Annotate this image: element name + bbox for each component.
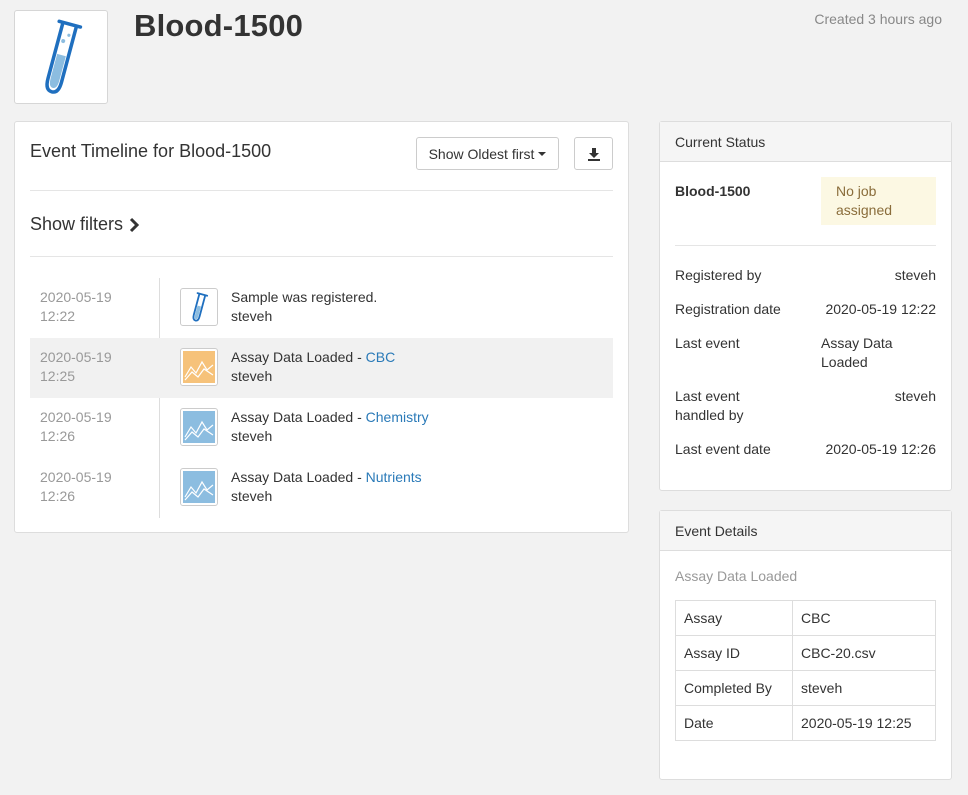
- timeline-event-row[interactable]: 2020-05-19 12:26 Assay Data Loaded - Che…: [30, 398, 613, 458]
- table-row: Completed By steveh: [675, 670, 936, 706]
- event-description: Assay Data Loaded - CBC steveh: [231, 349, 396, 384]
- detail-value: CBC: [792, 600, 936, 636]
- event-datetime: 2020-05-19 12:22: [40, 289, 112, 324]
- job-status-badge: No job assigned: [821, 177, 936, 225]
- page-title: Blood-1500: [134, 8, 304, 43]
- divider: [675, 245, 936, 246]
- registration-date-label: Registration date: [675, 301, 781, 317]
- sample-logo: [14, 10, 108, 104]
- sort-order-label: Show Oldest first: [428, 145, 535, 162]
- status-sample-name: Blood-1500: [675, 183, 751, 199]
- chart-blue-icon: [180, 468, 218, 506]
- event-description: Sample was registered. steveh: [231, 289, 378, 324]
- chart-blue-icon: [180, 408, 218, 446]
- event-details-panel: Event Details Assay Data Loaded Assay CB…: [659, 510, 952, 780]
- assay-link-cbc[interactable]: CBC: [365, 349, 396, 365]
- created-timestamp: Created 3 hours ago: [814, 11, 942, 27]
- assay-link-nutrients[interactable]: Nutrients: [365, 469, 422, 485]
- show-filters-label: Show filters: [30, 214, 124, 234]
- divider: [30, 256, 613, 257]
- event-user: steveh: [231, 368, 273, 384]
- event-timeline-panel: Event Timeline for Blood-1500 Show Oldes…: [14, 121, 629, 533]
- event-details-table: Assay CBC Assay ID CBC-20.csv Completed …: [675, 600, 936, 741]
- panel-header: Event Details: [660, 511, 951, 551]
- event-user: steveh: [231, 308, 273, 324]
- last-event-link[interactable]: Assay Data Loaded: [821, 335, 893, 370]
- timeline-event-row[interactable]: 2020-05-19 12:26 Assay Data Loaded - Nut…: [30, 458, 613, 518]
- detail-value: CBC-20.csv: [792, 635, 936, 671]
- detail-value: steveh: [792, 670, 936, 706]
- last-event-label: Last event: [675, 335, 740, 351]
- table-row: Date 2020-05-19 12:25: [675, 705, 936, 741]
- event-description: Assay Data Loaded - Nutrients steveh: [231, 469, 422, 504]
- table-row: Assay CBC: [675, 600, 936, 636]
- chevron-right-icon: [129, 217, 140, 232]
- chart-orange-icon: [180, 348, 218, 386]
- timeline-event-row[interactable]: 2020-05-19 12:22 Sample was registered. …: [30, 278, 613, 338]
- detail-label: Assay ID: [675, 635, 793, 671]
- test-tube-icon: [45, 19, 83, 94]
- timeline-heading: Event Timeline for Blood-1500: [30, 141, 272, 161]
- download-button[interactable]: [574, 137, 613, 170]
- sort-order-dropdown[interactable]: Show Oldest first: [416, 137, 559, 170]
- event-details-title: Assay Data Loaded: [675, 568, 798, 584]
- divider: [30, 190, 613, 191]
- detail-label: Completed By: [675, 670, 793, 706]
- detail-value: 2020-05-19 12:25: [792, 705, 936, 741]
- event-datetime: 2020-05-19 12:25: [40, 349, 112, 384]
- last-event-date-value: 2020-05-19 12:26: [825, 441, 936, 457]
- detail-label: Date: [675, 705, 793, 741]
- caret-down-icon: [538, 151, 547, 156]
- assay-link-chemistry[interactable]: Chemistry: [365, 409, 429, 425]
- event-description: Assay Data Loaded - Chemistry steveh: [231, 409, 429, 444]
- test-tube-icon: [180, 288, 218, 326]
- last-event-handled-by-value: steveh: [894, 388, 936, 404]
- registration-date-value: 2020-05-19 12:22: [825, 301, 936, 317]
- registered-by-label: Registered by: [675, 267, 762, 283]
- show-filters-toggle[interactable]: Show filters: [30, 214, 140, 235]
- timeline-line: [159, 278, 160, 518]
- event-datetime: 2020-05-19 12:26: [40, 469, 112, 504]
- table-row: Assay ID CBC-20.csv: [675, 635, 936, 671]
- detail-label: Assay: [675, 600, 793, 636]
- panel-header: Current Status: [660, 122, 951, 162]
- last-event-handled-by-label: Last event handled by: [675, 388, 744, 423]
- event-user: steveh: [231, 428, 273, 444]
- timeline-event-row[interactable]: 2020-05-19 12:25 Assay Data Loaded - CBC…: [30, 338, 613, 398]
- registered-by-value: steveh: [894, 267, 936, 283]
- download-icon: [587, 147, 600, 161]
- current-status-panel: Current Status Blood-1500 No job assigne…: [659, 121, 952, 491]
- event-datetime: 2020-05-19 12:26: [40, 409, 112, 444]
- last-event-date-label: Last event date: [675, 441, 771, 457]
- event-user: steveh: [231, 488, 273, 504]
